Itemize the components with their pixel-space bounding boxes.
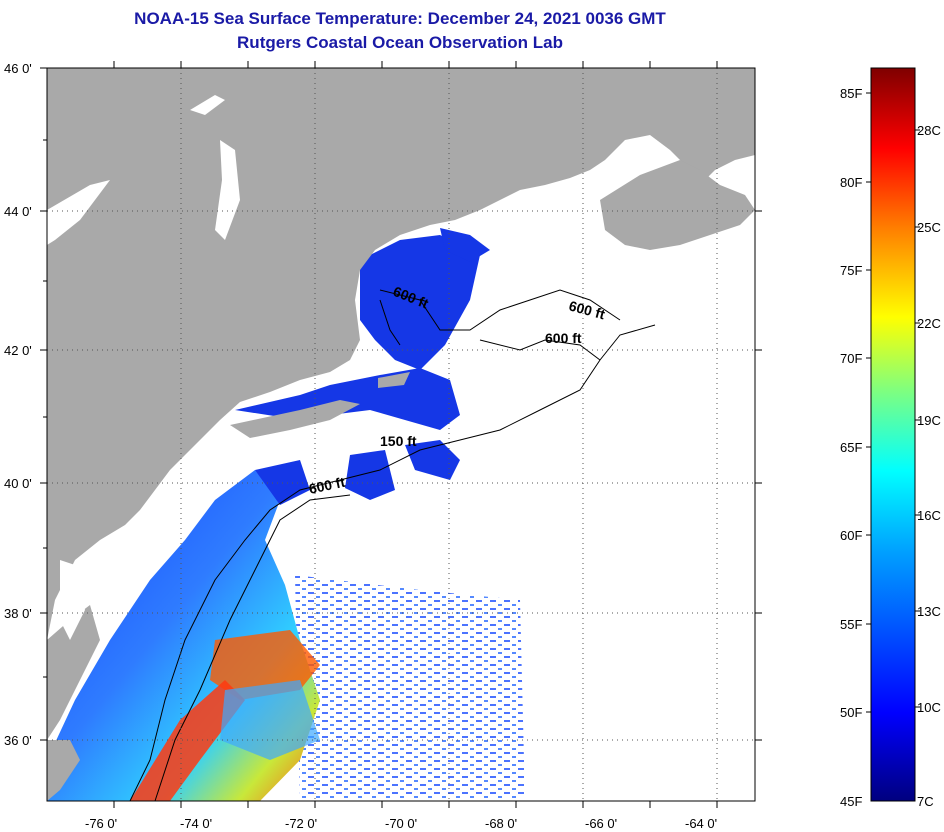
chesapeake-bay [60, 560, 85, 640]
lat-label: 36 0' [4, 733, 32, 748]
lon-label: -64 0' [685, 816, 717, 831]
contour-label: 150 ft [380, 433, 417, 449]
contour-label: 600 ft [307, 474, 346, 497]
colorbar-label-f: 65F [840, 440, 862, 455]
land-cape-cod [378, 372, 410, 388]
sst-georges-bank [405, 440, 460, 480]
colorbar-label-f: 85F [840, 86, 862, 101]
colorbar-label-f: 70F [840, 351, 862, 366]
colorbar-label-f: 80F [840, 175, 862, 190]
lat-label: 38 0' [4, 606, 32, 621]
colorbar-label-f: 75F [840, 263, 862, 278]
bathymetry-contours [129, 289, 656, 801]
sst-gulf-of-maine [360, 235, 480, 370]
colorbar-label-f: 50F [840, 705, 862, 720]
colorbar-label-f: 55F [840, 617, 862, 632]
sst-shelf-patch [345, 450, 395, 500]
lon-label: -72 0' [285, 816, 317, 831]
contour-label: 600 ft [545, 330, 582, 346]
lat-label: 42 0' [4, 343, 32, 358]
land-nova-scotia [600, 160, 755, 250]
lat-label: 46 0' [4, 61, 32, 76]
colorbar [870, 67, 916, 802]
colorbar-label-f: 45F [840, 794, 862, 809]
sst-scattered-pixels [295, 575, 525, 800]
colorbar-label-f: 60F [840, 528, 862, 543]
map-title: NOAA-15 Sea Surface Temperature: Decembe… [134, 9, 666, 28]
lat-label: 40 0' [4, 476, 32, 491]
colorbar-label-c: 25C [917, 220, 941, 235]
colorbar-label-c: 19C [917, 413, 941, 428]
colorbar-label-c: 22C [917, 316, 941, 331]
land-delmarva [47, 605, 100, 740]
lon-label: -68 0' [485, 816, 517, 831]
lon-label: -70 0' [385, 816, 417, 831]
lon-label: -76 0' [85, 816, 117, 831]
map-subtitle: Rutgers Coastal Ocean Observation Lab [237, 33, 563, 52]
tick-marks [40, 61, 762, 808]
colorbar-label-c: 16C [917, 508, 941, 523]
colorbar-ticks [866, 92, 920, 713]
lake [190, 95, 225, 115]
lon-label: -66 0' [585, 816, 617, 831]
lon-label: -74 0' [180, 816, 212, 831]
lake-champlain [215, 140, 240, 240]
plot-frame [46, 67, 756, 802]
land-virginia-nc [47, 740, 80, 801]
colorbar-label-c: 7C [917, 794, 934, 809]
sst-bay-of-fundy [440, 228, 490, 262]
land-long-island [230, 400, 360, 438]
colorbar-label-c: 28C [917, 123, 941, 138]
colorbar-label-c: 10C [917, 700, 941, 715]
colorbar-label-c: 13C [917, 604, 941, 619]
graticule [47, 68, 755, 801]
sst-eddy [220, 680, 320, 760]
lake-ontario [47, 180, 110, 245]
lat-label: 44 0' [4, 204, 32, 219]
